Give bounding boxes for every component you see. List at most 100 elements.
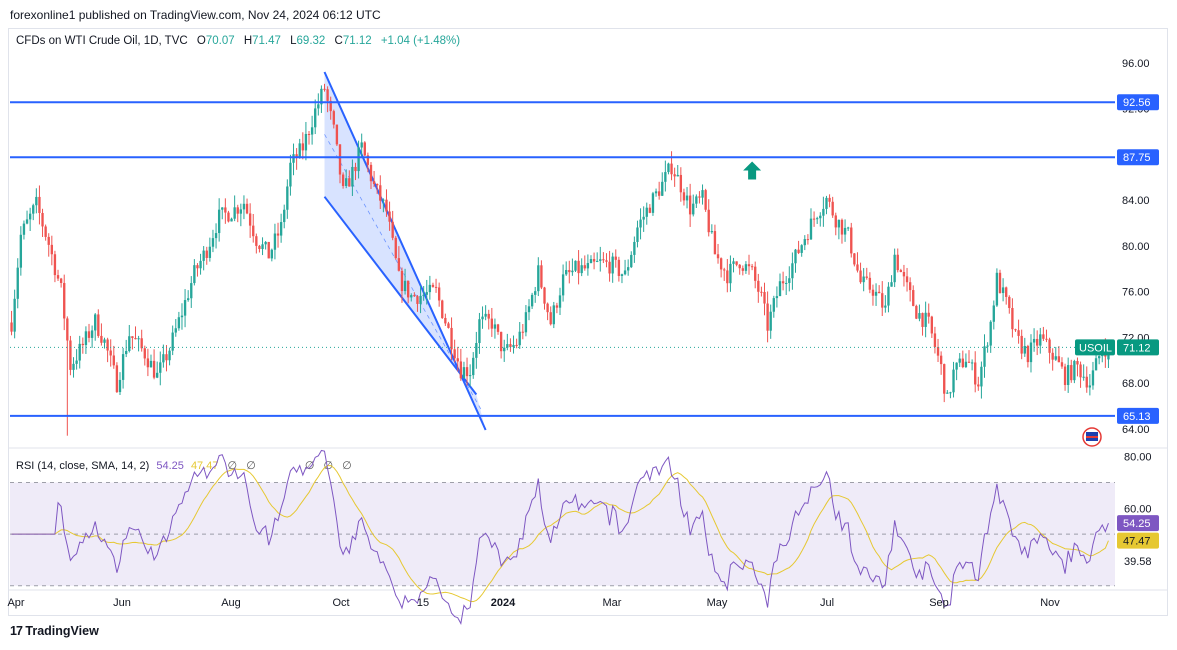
candle-body bbox=[242, 203, 246, 210]
visibility-toggle-icon[interactable]: ∅ bbox=[246, 460, 256, 472]
candle-body bbox=[221, 207, 224, 210]
candle-body bbox=[534, 291, 537, 295]
candle-body bbox=[509, 344, 512, 348]
candle-body bbox=[115, 365, 119, 393]
candle-body bbox=[413, 295, 416, 297]
candle-body bbox=[1088, 385, 1092, 388]
candle-body bbox=[468, 375, 472, 377]
candle-body bbox=[890, 282, 893, 287]
last-price-label: 71.12 bbox=[1123, 342, 1151, 354]
candle-body bbox=[819, 215, 822, 219]
candle-body bbox=[983, 346, 986, 367]
candle-body bbox=[778, 281, 782, 297]
candle-body bbox=[1048, 339, 1051, 353]
candle-body bbox=[803, 239, 806, 246]
candle-body bbox=[382, 199, 385, 201]
candles bbox=[10, 83, 1110, 436]
candle-body bbox=[905, 276, 909, 283]
candle-body bbox=[763, 292, 766, 304]
candle-body bbox=[63, 282, 66, 319]
candle-body bbox=[747, 264, 751, 267]
candle-body bbox=[267, 241, 270, 259]
open-value: 70.07 bbox=[205, 35, 235, 47]
candle-body bbox=[490, 318, 494, 329]
candle-body bbox=[688, 195, 692, 215]
candle-body bbox=[902, 271, 906, 277]
candle-body bbox=[881, 293, 884, 308]
candle-body bbox=[915, 305, 918, 319]
level-price-label: 87.75 bbox=[1123, 152, 1151, 164]
tradingview-logo[interactable]: 17 TradingView bbox=[10, 624, 99, 638]
candle-body bbox=[484, 313, 487, 317]
symbol-title[interactable]: CFDs on WTI Crude Oil, 1D, TVC bbox=[16, 35, 188, 47]
candle-body bbox=[143, 348, 146, 359]
candle-body bbox=[927, 312, 930, 317]
visibility-toggle-icon[interactable]: ∅ bbox=[304, 460, 315, 472]
candle-body bbox=[270, 249, 274, 259]
candle-body bbox=[825, 197, 828, 209]
candle-body bbox=[81, 343, 84, 346]
candle-body bbox=[989, 321, 992, 346]
candle-body bbox=[447, 323, 450, 328]
candle-body bbox=[726, 270, 729, 284]
candle-body bbox=[1079, 364, 1082, 378]
candle-body bbox=[1082, 376, 1085, 378]
candle-body bbox=[75, 360, 78, 364]
time-axis-tick: Oct bbox=[332, 597, 349, 609]
candle-body bbox=[53, 254, 57, 276]
candle-body bbox=[775, 296, 779, 299]
candle-body bbox=[995, 272, 999, 306]
candle-body bbox=[72, 363, 75, 370]
level-price-label-bg bbox=[1117, 94, 1159, 111]
candle-body bbox=[853, 253, 856, 265]
candle-body bbox=[952, 369, 955, 393]
candle-body bbox=[859, 270, 862, 283]
candle-body bbox=[366, 155, 370, 165]
candle-body bbox=[109, 350, 112, 356]
candle-body bbox=[565, 270, 568, 275]
candle-body bbox=[754, 266, 757, 281]
time-axis-tick: Aug bbox=[221, 597, 241, 609]
candle-body bbox=[661, 181, 664, 196]
sma-last-label-bg bbox=[1117, 532, 1159, 549]
candle-body bbox=[50, 244, 54, 255]
candle-body bbox=[28, 213, 32, 220]
candle-body bbox=[32, 205, 35, 214]
rsi-last-label-bg bbox=[1117, 515, 1159, 532]
chart-frame bbox=[8, 28, 1168, 616]
visibility-toggle-icon[interactable]: ∅ bbox=[227, 460, 238, 472]
candle-body bbox=[354, 166, 357, 172]
candle-body bbox=[236, 207, 239, 214]
close-label: C bbox=[334, 35, 343, 47]
candle-body bbox=[496, 324, 500, 332]
candle-body bbox=[571, 270, 574, 273]
candle-body bbox=[961, 358, 964, 368]
tradingview-brand: TradingView bbox=[25, 624, 99, 638]
candle-body bbox=[481, 316, 484, 320]
price-axis-tick: 76.00 bbox=[1122, 287, 1150, 299]
us-flag-icon bbox=[1086, 436, 1098, 438]
candle-body bbox=[13, 298, 16, 332]
candle-body bbox=[456, 358, 459, 362]
candle-body bbox=[1011, 308, 1014, 330]
candle-body bbox=[248, 213, 252, 226]
candle-body bbox=[214, 233, 218, 239]
candle-body bbox=[893, 254, 896, 283]
candle-body bbox=[636, 227, 639, 242]
candle-body bbox=[400, 270, 404, 292]
candle-body bbox=[605, 260, 608, 262]
rsi-title[interactable]: RSI (14, close, SMA, 14, 2) bbox=[16, 460, 150, 472]
candle-body bbox=[376, 184, 379, 186]
candle-body bbox=[171, 332, 174, 351]
candle-body bbox=[918, 313, 921, 319]
candle-body bbox=[503, 347, 506, 352]
visibility-toggle-icon[interactable]: ∅ bbox=[342, 460, 352, 472]
sma-last-label: 47.47 bbox=[1123, 536, 1151, 548]
price-axis-tick: 84.00 bbox=[1122, 195, 1150, 207]
candle-body bbox=[744, 264, 748, 271]
candle-body bbox=[645, 207, 648, 217]
candle-body bbox=[1008, 296, 1011, 309]
candle-body bbox=[106, 339, 109, 351]
candle-body bbox=[633, 241, 636, 255]
